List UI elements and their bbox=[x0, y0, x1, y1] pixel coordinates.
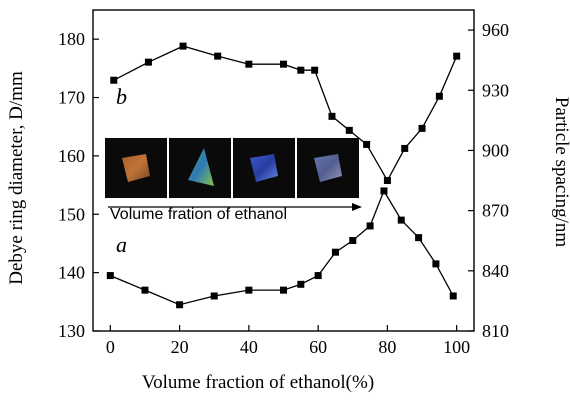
data-point bbox=[245, 286, 253, 294]
y-left-tick-label: 180 bbox=[58, 29, 85, 49]
y-right-tick-label: 870 bbox=[482, 201, 509, 221]
inset-caption: Volume fration of ethanol bbox=[110, 206, 287, 223]
y-left-tick-label: 130 bbox=[58, 321, 85, 341]
data-point bbox=[210, 292, 218, 300]
data-point bbox=[106, 272, 114, 280]
data-point bbox=[214, 52, 222, 60]
data-point bbox=[179, 42, 187, 50]
data-point bbox=[415, 234, 423, 242]
y-right-tick-label: 840 bbox=[482, 261, 509, 281]
y-left-tick-label: 170 bbox=[58, 88, 85, 108]
data-point bbox=[418, 124, 426, 132]
series-a bbox=[106, 187, 457, 309]
data-point bbox=[432, 260, 440, 268]
data-point bbox=[141, 286, 149, 294]
data-point bbox=[383, 177, 391, 185]
data-point bbox=[176, 301, 184, 309]
y-axis-label-right: Particle spacing/nm bbox=[551, 97, 570, 248]
x-tick-label: 20 bbox=[171, 337, 189, 357]
curve-label-a: a bbox=[116, 232, 127, 257]
ticks-layer: 0 20 40 60 80 100 130 140 150 160 170 180 810 840 870 9… bbox=[58, 20, 509, 357]
x-tick-label: 80 bbox=[378, 337, 396, 357]
data-point bbox=[397, 216, 405, 224]
series-line-b bbox=[113, 45, 458, 182]
data-point bbox=[328, 112, 336, 120]
y-right-tick-label: 930 bbox=[482, 80, 509, 100]
series-layer bbox=[106, 42, 461, 309]
y-right-tick-label: 900 bbox=[482, 140, 509, 160]
y-left-tick-label: 150 bbox=[58, 204, 85, 224]
data-point bbox=[311, 66, 319, 74]
y-left-tick-label: 140 bbox=[58, 263, 85, 283]
data-point bbox=[453, 52, 461, 60]
data-point bbox=[331, 248, 339, 256]
series-line-a bbox=[110, 189, 454, 306]
x-tick-label: 60 bbox=[309, 337, 327, 357]
data-point bbox=[345, 126, 353, 134]
x-tick-label: 0 bbox=[106, 337, 115, 357]
data-point bbox=[449, 292, 457, 300]
data-point bbox=[349, 237, 357, 245]
data-point bbox=[280, 286, 287, 294]
y-left-tick-label: 160 bbox=[58, 146, 85, 166]
series-b bbox=[110, 42, 461, 185]
curve-label-b: b bbox=[116, 84, 127, 109]
data-point bbox=[245, 60, 253, 68]
data-point bbox=[110, 76, 118, 84]
inset-arrow-head bbox=[352, 203, 362, 211]
data-point bbox=[280, 60, 287, 68]
inset-photo-4 bbox=[297, 138, 359, 198]
data-point bbox=[366, 222, 374, 230]
data-point bbox=[297, 66, 305, 74]
inset-photo-2 bbox=[169, 138, 231, 198]
data-point bbox=[401, 144, 409, 152]
y-axis-label-left: Debye ring diameter, D/mm bbox=[6, 71, 27, 285]
x-axis-label: Volume fraction of ethanol(%) bbox=[142, 372, 374, 393]
data-point bbox=[363, 140, 371, 148]
data-point bbox=[297, 280, 305, 288]
data-point bbox=[380, 187, 388, 195]
inset-photo-1 bbox=[105, 138, 167, 198]
data-point bbox=[435, 92, 443, 100]
data-point bbox=[314, 272, 322, 280]
data-point bbox=[144, 58, 152, 66]
x-tick-label: 40 bbox=[240, 337, 258, 357]
inset-photo-3 bbox=[233, 138, 295, 198]
x-tick-label: 100 bbox=[443, 337, 470, 357]
y-right-tick-label: 810 bbox=[482, 321, 509, 341]
inset bbox=[105, 138, 362, 211]
y-right-tick-label: 960 bbox=[482, 20, 509, 40]
plot-frame bbox=[92, 9, 475, 332]
